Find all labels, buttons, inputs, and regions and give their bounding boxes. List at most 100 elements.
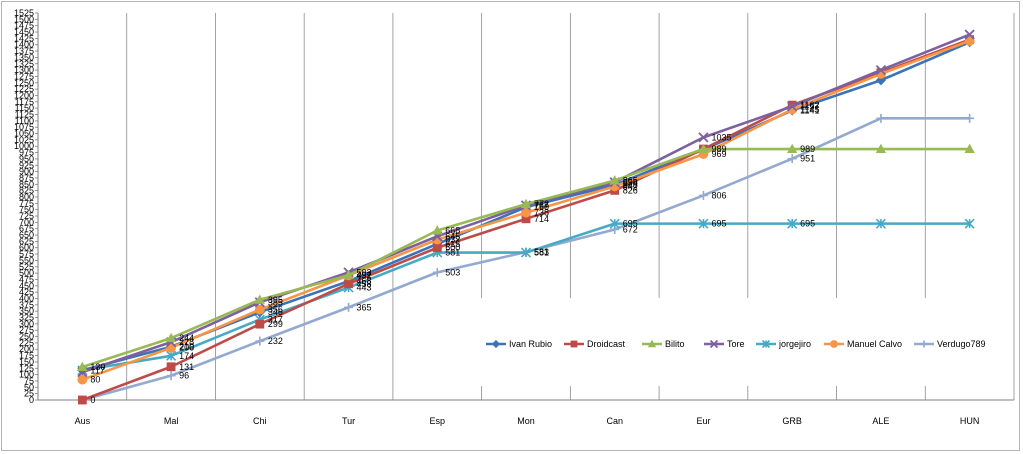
data-label: 174 [179, 351, 194, 361]
point-marker [787, 101, 798, 112]
point-marker [432, 267, 442, 277]
data-label: 772 [534, 199, 549, 209]
point-marker [698, 143, 709, 154]
y-tick-label: 1225 [14, 84, 34, 94]
point-marker [787, 154, 797, 164]
data-label: 96 [179, 371, 189, 381]
data-label: 0 [90, 395, 95, 405]
point-marker [647, 339, 657, 348]
x-tick-label: Mal [164, 416, 179, 426]
y-tick-label: 825 [19, 186, 34, 196]
point-marker [254, 294, 265, 304]
point-marker [255, 319, 265, 329]
point-marker [830, 340, 838, 348]
y-tick-label: 1075 [14, 122, 34, 132]
point-marker [255, 336, 265, 346]
y-tick-label: 375 [19, 300, 34, 310]
data-label: 503 [357, 267, 372, 277]
point-marker [875, 64, 887, 76]
y-tick-label: 1300 [14, 65, 34, 75]
series-lines [77, 29, 975, 405]
data-label: 695 [623, 219, 638, 229]
y-tick-label: 450 [19, 281, 34, 291]
data-label: 458 [357, 279, 372, 289]
data-label: 395 [268, 295, 283, 305]
legend-label: Droidcast [587, 339, 626, 349]
y-tick-label: 150 [19, 357, 34, 367]
y-tick-label: 325 [19, 313, 34, 323]
legend-label: Ivan Rubio [509, 339, 552, 349]
y-tick-label: 500 [19, 268, 34, 278]
point-marker [344, 302, 354, 312]
point-marker [964, 218, 975, 229]
y-tick-label: 50 [24, 382, 34, 392]
point-marker [698, 190, 708, 200]
legend: Ivan Rubio Droidcast Bilito Tore jorgejiro Ma… [474, 298, 986, 386]
y-tick-label: 175 [19, 351, 34, 361]
y-tick-label: 700 [19, 217, 34, 227]
y-tick-label: 1275 [14, 71, 34, 81]
y-tick-label: 1050 [14, 129, 34, 139]
legend-label: Tore [727, 339, 745, 349]
data-label: 826 [623, 185, 638, 195]
y-tick-label: 1150 [15, 103, 34, 113]
point-marker [166, 371, 176, 381]
data-label: 615 [445, 239, 460, 249]
point-marker [709, 339, 719, 349]
point-marker [254, 304, 265, 315]
point-marker [964, 29, 975, 40]
y-tick-label: 625 [19, 236, 34, 246]
data-label: 210 [179, 342, 194, 352]
point-marker [432, 243, 442, 253]
y-tick-label: 600 [19, 243, 34, 253]
x-tick-label: Can [606, 416, 623, 426]
point-marker [344, 279, 353, 289]
y-tick-label: 800 [19, 192, 34, 202]
data-label: 848 [623, 180, 638, 190]
y-tick-label: 1200 [14, 90, 34, 100]
point-marker [965, 113, 975, 123]
y-tick-label: 775 [19, 198, 34, 208]
data-label: 232 [268, 336, 283, 346]
y-tick-label: 400 [19, 293, 34, 303]
data-label: 117 [90, 365, 104, 375]
point-marker [432, 225, 443, 235]
point-marker [570, 340, 578, 348]
point-marker [491, 339, 501, 349]
legend-item: jorgejiro [756, 339, 811, 349]
point-marker [698, 218, 709, 229]
data-label: 443 [357, 283, 372, 293]
data-label: 632 [445, 235, 460, 245]
data-label: 80 [90, 375, 100, 385]
y-tick-label: 250 [19, 332, 34, 342]
y-tick-label: 475 [19, 274, 34, 284]
data-label: 668 [445, 225, 460, 235]
point-marker [609, 218, 620, 229]
y-tick-label: 1375 [14, 46, 34, 56]
data-label: 767 [534, 200, 549, 210]
y-tick-label: 1525 [14, 8, 34, 18]
y-tick-label: 1325 [14, 59, 34, 69]
legend-label: jorgejiro [778, 339, 811, 349]
y-tick-label: 300 [19, 319, 34, 329]
x-tick-label: HUN [960, 416, 980, 426]
data-label: 385 [268, 297, 283, 307]
data-label: 228 [179, 337, 194, 347]
x-tick-label: Tur [342, 416, 355, 426]
data-label: 1157 [800, 101, 819, 111]
x-tick-label: GRB [782, 416, 802, 426]
y-tick-label: 1025 [14, 135, 34, 145]
data-label: 346 [268, 307, 283, 317]
data-label: 503 [445, 267, 460, 277]
x-tick-label: Chi [253, 416, 267, 426]
data-label: 130 [90, 362, 105, 372]
point-marker [787, 218, 798, 229]
data-label: 365 [357, 302, 372, 312]
y-tick-label: 950 [19, 154, 34, 164]
data-label: 714 [534, 214, 549, 224]
y-tick-label: 1475 [14, 21, 34, 31]
y-tick-label: 550 [19, 255, 34, 265]
series-bilito [77, 143, 975, 372]
